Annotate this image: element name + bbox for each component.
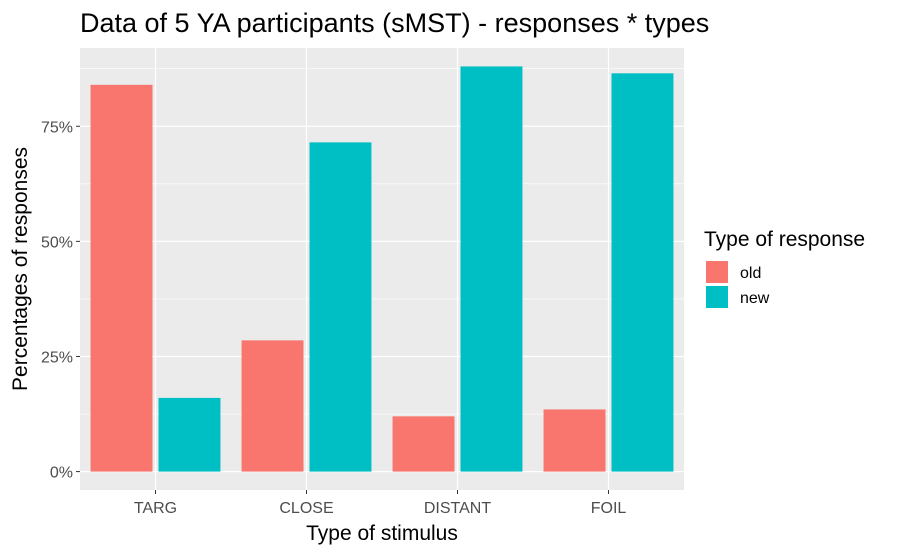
y-axis-title: Percentages of responses [9, 147, 32, 391]
legend: Type of response old new [704, 228, 865, 308]
bar-old-foil [543, 409, 606, 472]
x-tick-label: TARG [134, 500, 177, 517]
y-axis: 0% 25% 50% 75% [41, 119, 80, 482]
y-tick-label: 50% [41, 234, 73, 251]
x-tick-label: FOIL [591, 500, 627, 517]
x-axis-title: Type of stimulus [306, 522, 458, 545]
legend-title: Type of response [704, 228, 865, 251]
bar-new-close [309, 142, 372, 472]
x-tick-label: DISTANT [424, 500, 491, 517]
x-tick-label: CLOSE [279, 500, 333, 517]
bar-old-targ [90, 84, 153, 472]
bar-new-targ [158, 397, 221, 472]
legend-label-new: new [740, 290, 770, 307]
legend-key-new [706, 286, 728, 308]
legend-label-old: old [740, 265, 761, 282]
legend-key-old [706, 261, 728, 283]
x-axis: TARG CLOSE DISTANT FOIL [134, 490, 627, 517]
bar-new-distant [460, 66, 523, 472]
y-tick-label: 75% [41, 119, 73, 136]
bar-new-foil [611, 73, 674, 472]
y-tick-label: 0% [50, 465, 73, 482]
y-tick-label: 25% [41, 349, 73, 366]
bar-old-close [241, 340, 304, 472]
bars [90, 66, 674, 472]
bar-old-distant [392, 416, 455, 472]
chart-title: Data of 5 YA participants (sMST) - respo… [80, 8, 709, 38]
grid-lines [80, 48, 684, 490]
